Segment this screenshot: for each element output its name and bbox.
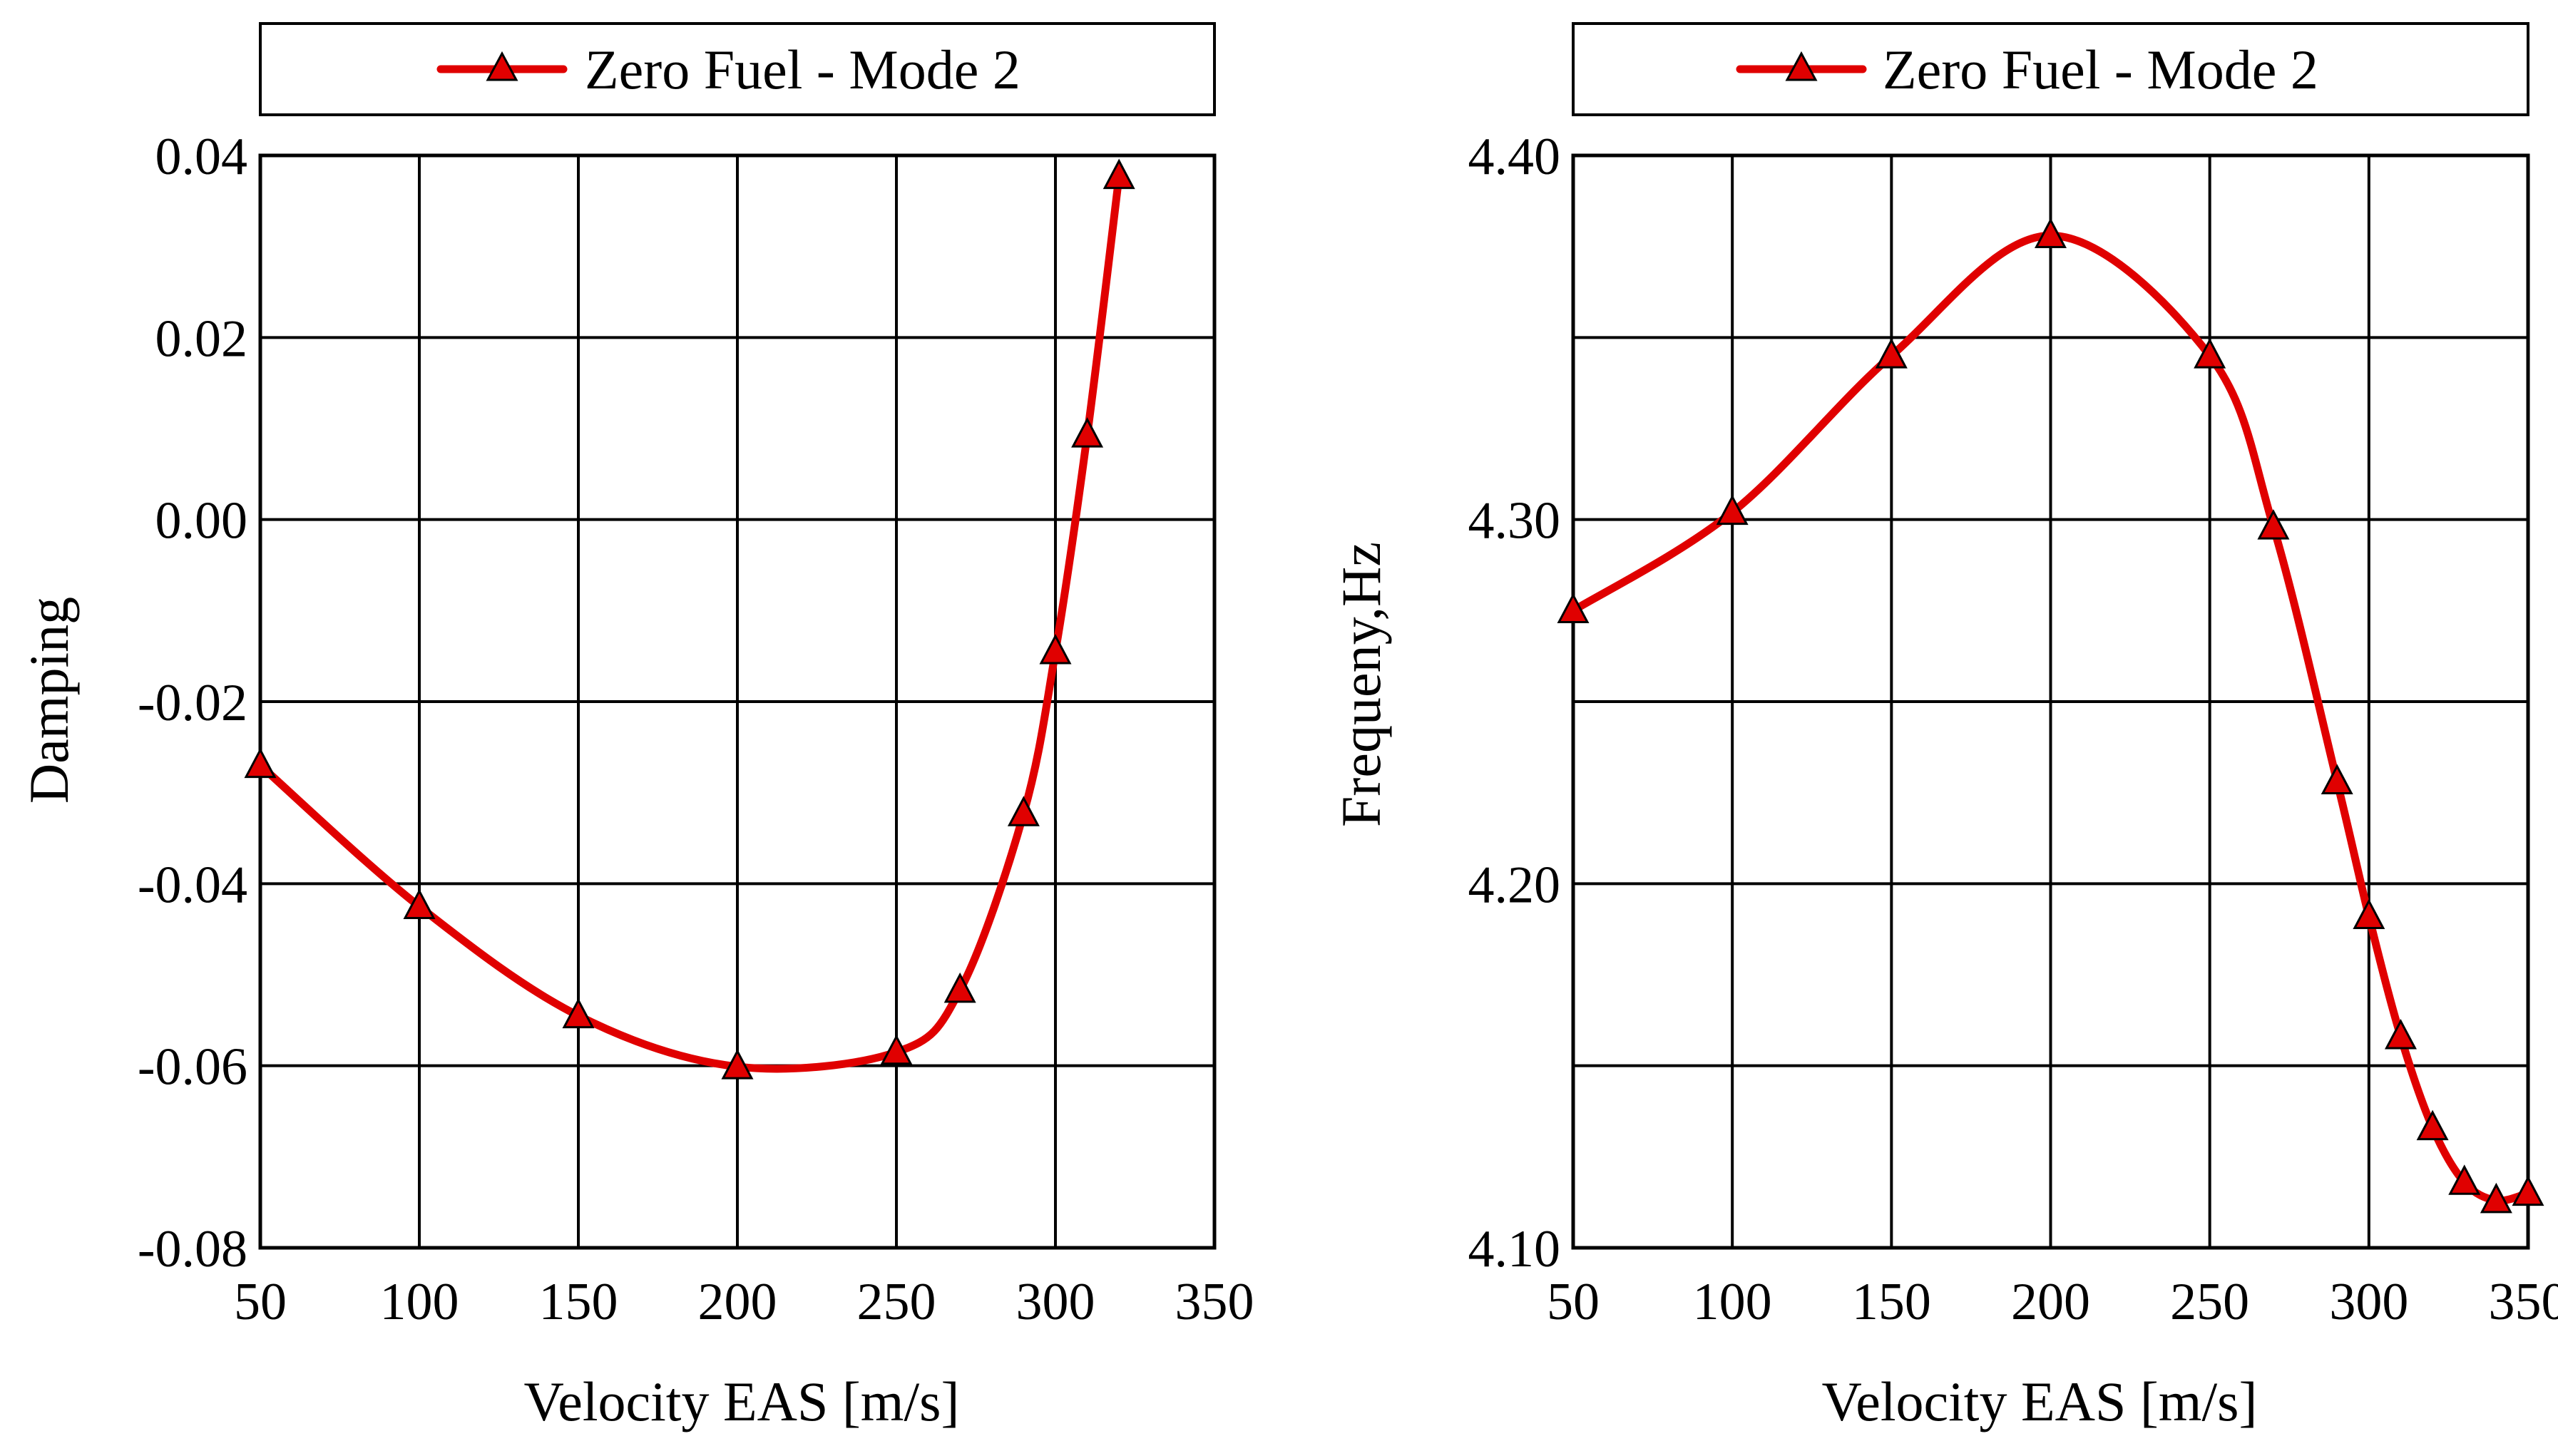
damping-y-tick-label: 0.00 [155,492,248,550]
damping-y-tick-label: -0.04 [138,856,247,914]
damping-x-tick-label: 300 [1016,1273,1095,1331]
frequency-legend: Zero Fuel - Mode 2 [1573,24,2528,115]
frequency-x-tick-label: 50 [1547,1273,1600,1331]
frequency-y-tick-label: 4.40 [1468,128,1561,186]
damping-x-tick-label: 100 [380,1273,459,1331]
frequency-y-tick-label: 4.30 [1468,492,1561,550]
frequency-y-tick-label: 4.10 [1468,1220,1561,1278]
frequency-y-tick-label: 4.20 [1468,856,1561,914]
damping-legend: Zero Fuel - Mode 2 [260,24,1214,115]
damping-x-tick-label: 200 [698,1273,777,1331]
frequency-x-tick-label: 300 [2329,1273,2408,1331]
damping-x-tick-label: 50 [234,1273,287,1331]
damping-x-tick-label: 250 [857,1273,936,1331]
damping-y-tick-label: -0.06 [138,1038,247,1097]
frequency-x-tick-label: 150 [1852,1273,1931,1331]
frequency-y-axis-title: Frequeny,Hz [1330,542,1392,827]
damping-y-axis-title: Damping [18,597,80,804]
frequency-legend-label: Zero Fuel - Mode 2 [1883,39,2318,101]
frequency-x-tick-label: 350 [2489,1273,2558,1331]
damping-y-tick-label: -0.02 [138,674,247,732]
frequency-x-axis-title: Velocity EAS [m/s] [1822,1370,2258,1432]
damping-y-tick-label: 0.04 [155,128,248,186]
damping-legend-label: Zero Fuel - Mode 2 [585,39,1020,101]
frequency-x-tick-label: 200 [2011,1273,2090,1331]
damping-x-tick-label: 150 [539,1273,618,1331]
damping-y-tick-label: -0.08 [138,1220,247,1278]
frequency-x-tick-label: 100 [1693,1273,1772,1331]
damping-x-axis-title: Velocity EAS [m/s] [524,1370,960,1432]
damping-y-tick-label: 0.02 [155,309,248,368]
frequency-x-tick-label: 250 [2170,1273,2249,1331]
damping-x-tick-label: 350 [1175,1273,1254,1331]
